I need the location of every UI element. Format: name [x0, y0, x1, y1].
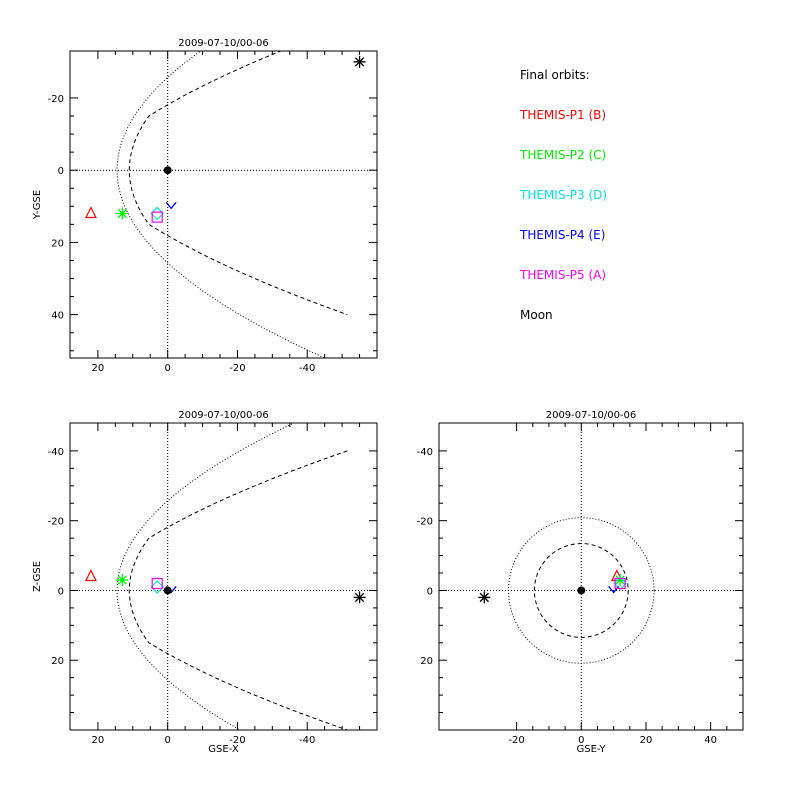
marker-themis-p2-c — [116, 207, 129, 220]
legend-item-moon: Moon — [520, 308, 553, 322]
plot-frame — [438, 422, 744, 731]
marker-themis-p4-e — [165, 201, 177, 210]
marker-themis-p5-a — [151, 211, 163, 223]
bow-shock-curve — [116, 423, 296, 730]
bow-shock-circle — [508, 517, 655, 664]
y-tick-label: 0 — [58, 166, 64, 177]
marker-themis-p5-a — [151, 577, 163, 590]
chart-title: 2009-07-10/00-06 — [178, 410, 269, 421]
legend-item-p3: THEMIS-P3 (D) — [520, 188, 608, 202]
y-tick-label: -40 — [48, 447, 64, 458]
marker-moon — [478, 591, 491, 604]
x-tick-label: -20 — [229, 363, 245, 374]
bow-shock-curve — [116, 51, 326, 358]
chart-panel-1: 20 0 -20 -40 -20 0 20 40 2009-07-10/00-06 Y-GSE — [32, 38, 378, 374]
legend-item-p1: THEMIS-P1 (B) — [520, 108, 607, 122]
y-tick-label: -20 — [48, 517, 64, 528]
marker-moon — [353, 591, 366, 604]
marker-earth — [163, 586, 172, 595]
plot-frame — [69, 422, 378, 731]
marker-themis-p3-d — [150, 580, 165, 594]
x-axis-label: GSE-X — [208, 744, 239, 755]
chart-title: 2009-07-10/00-06 — [178, 38, 269, 49]
plot-frame — [69, 50, 378, 359]
x-tick-label: 0 — [578, 735, 584, 746]
chart-panel-3: -20 0 20 40 -40 -20 0 20 2009-07-10/00-06 GSE-Y — [417, 410, 744, 755]
x-tick-label: 0 — [164, 735, 170, 746]
marker-themis-p2-c — [614, 573, 627, 586]
y-tick-label: 0 — [427, 586, 433, 597]
x-tick-label: -40 — [299, 735, 315, 746]
magnetopause-curve — [128, 51, 348, 316]
y-tick-label: -40 — [417, 447, 433, 458]
legend-item-p2: THEMIS-P2 (C) — [520, 148, 607, 162]
x-tick-label: -20 — [508, 735, 524, 746]
marker-earth — [163, 166, 172, 175]
x-tick-label: 20 — [92, 735, 105, 746]
marker-themis-p2-c — [116, 573, 129, 586]
marker-themis-p1-b — [84, 206, 97, 219]
marker-themis-p3-d — [150, 206, 165, 221]
x-tick-label: 20 — [640, 735, 653, 746]
y-tick-label: 40 — [51, 311, 64, 322]
marker-themis-p1-b — [84, 569, 97, 582]
x-tick-label: -20 — [229, 735, 245, 746]
legend-item-p4: THEMIS-P4 (E) — [520, 228, 606, 242]
marker-themis-p5-a — [614, 577, 626, 590]
y-tick-label: 20 — [420, 656, 433, 667]
marker-earth — [577, 586, 586, 595]
legend-item-p5: THEMIS-P5 (A) — [520, 268, 607, 282]
marker-themis-p3-d — [613, 576, 627, 591]
x-tick-label: 0 — [164, 363, 170, 374]
marker-moon — [353, 55, 366, 68]
x-tick-label: 20 — [92, 363, 105, 374]
y-tick-label: -20 — [417, 517, 433, 528]
y-tick-label: -20 — [48, 94, 64, 105]
y-tick-label: 20 — [51, 656, 64, 667]
x-axis-label: GSE-Y — [577, 744, 607, 755]
y-axis-label: Y-GSE — [32, 190, 43, 220]
legend-title: Final orbits: — [520, 68, 590, 82]
x-tick-label: 40 — [704, 735, 717, 746]
marker-themis-p4-e — [608, 586, 620, 594]
x-tick-label: -40 — [299, 363, 315, 374]
y-tick-label: 0 — [58, 586, 64, 597]
chart-panel-2: 20 0 -20 -40 -40 -20 0 20 2009-07-10/00-06 GSE-X Z… — [32, 410, 378, 755]
y-axis-label: Z-GSE — [32, 561, 43, 592]
magnetopause-circle — [533, 543, 629, 638]
chart-title: 2009-07-10/00-06 — [546, 410, 637, 421]
y-tick-label: 20 — [51, 238, 64, 249]
magnetopause-curve — [128, 450, 348, 730]
